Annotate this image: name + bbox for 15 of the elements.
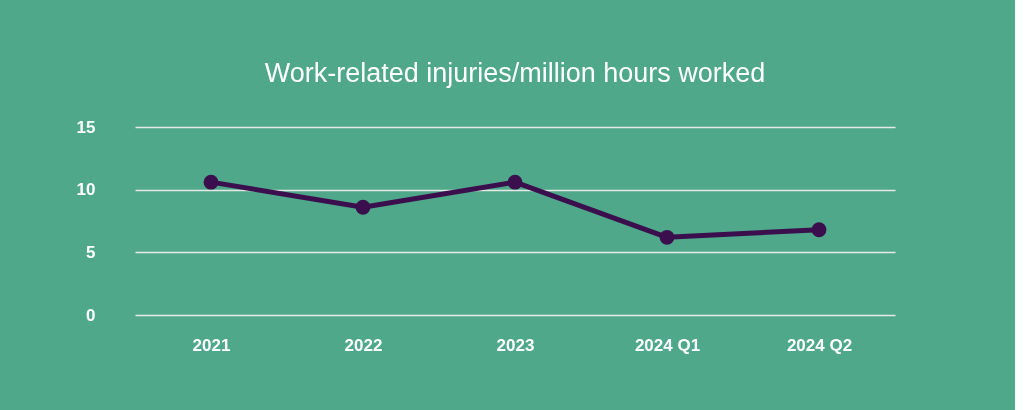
point [659, 229, 675, 245]
y-tick-label: 10 [76, 180, 96, 200]
chart-title: Work-related injuries/million hours worked [264, 58, 766, 88]
point [507, 174, 523, 190]
point [203, 174, 219, 190]
y-tick-label: 0 [86, 305, 96, 325]
x-tick-label: 2024 Q2 [786, 335, 853, 355]
x-tick-label: 2021 [192, 335, 231, 355]
y-tick-label: 5 [86, 242, 96, 262]
x-tick-label: 2024 Q1 [634, 335, 701, 355]
x-tick-label: 2022 [344, 335, 383, 355]
point [355, 199, 371, 215]
y-tick-label: 15 [76, 117, 96, 137]
point [811, 222, 827, 238]
x-tick-label: 2023 [496, 335, 535, 355]
